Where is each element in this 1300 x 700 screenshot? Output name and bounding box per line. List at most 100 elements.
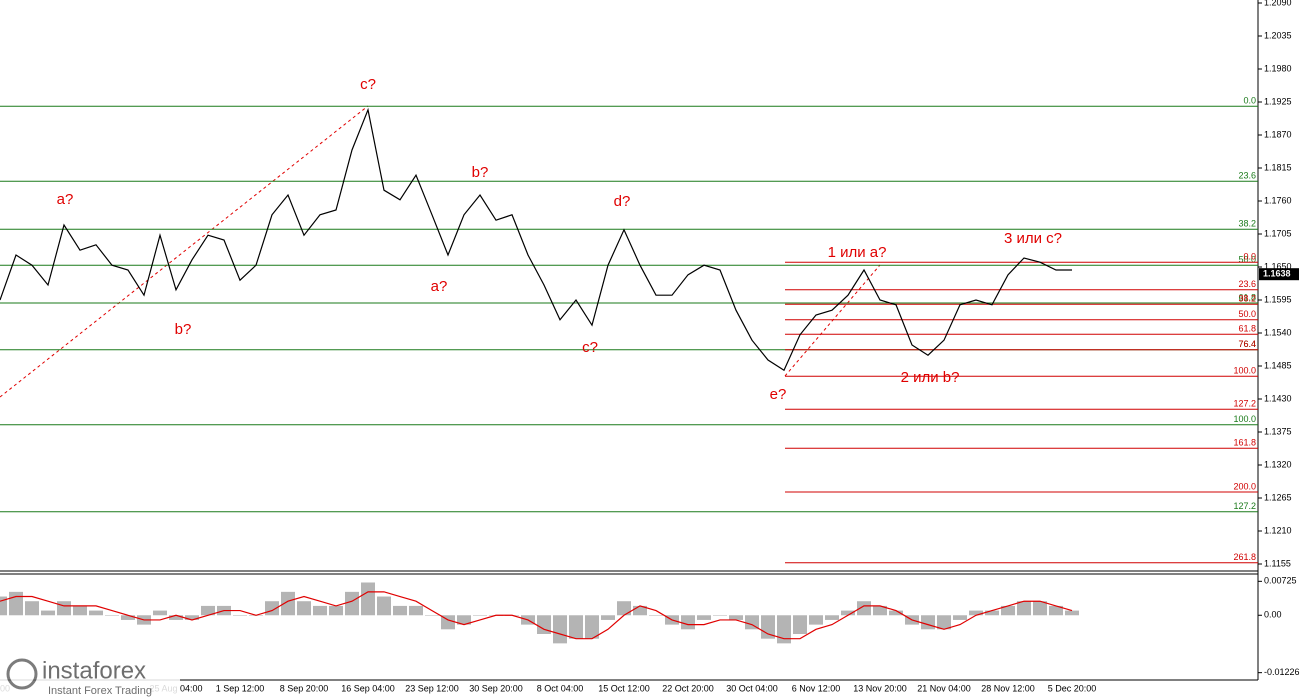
x-tick-label: 30 Oct 04:00 <box>726 683 778 693</box>
macd-bar <box>889 610 903 616</box>
macd-bar <box>201 605 215 616</box>
wave-label: d? <box>614 193 631 210</box>
y-tick-label: 1.1705 <box>1264 228 1292 238</box>
logo <box>6 658 38 690</box>
y-tick-label: 1.1430 <box>1264 393 1292 403</box>
x-tick-label: 30 Sep 20:00 <box>469 683 523 693</box>
y-tick-label: 1.1925 <box>1264 96 1292 106</box>
brand: instaforex <box>42 657 146 684</box>
y-tick-label: 1.1650 <box>1264 261 1292 271</box>
wave-label: c? <box>582 339 598 356</box>
macd-bar <box>809 615 823 625</box>
macd-bar <box>169 615 183 620</box>
macd-bar <box>105 615 119 616</box>
y-tick-label: 1.1265 <box>1264 492 1292 502</box>
fib-label: 161.8 <box>1233 438 1256 448</box>
macd-y-tick-label: 0.00 <box>1264 610 1282 620</box>
macd-bar <box>793 615 807 634</box>
macd-bar <box>1065 610 1079 616</box>
macd-bar <box>777 615 791 644</box>
macd-bar <box>281 591 295 616</box>
fib-label: 261.8 <box>1233 552 1256 562</box>
current-price-label: 1.1638 <box>1263 269 1291 279</box>
macd-bar <box>297 601 311 616</box>
macd-bar <box>937 615 951 630</box>
x-tick-label: 5 Dec 20:00 <box>1048 683 1097 693</box>
macd-bar <box>73 605 87 616</box>
fib-label: 23.6 <box>1238 171 1256 181</box>
macd-bar <box>857 601 871 616</box>
macd-bar <box>361 582 375 616</box>
x-tick-label: 15 Oct 12:00 <box>598 683 650 693</box>
macd-bar <box>473 615 487 616</box>
fib-label: 200.0 <box>1233 481 1256 491</box>
macd-bar <box>953 615 967 620</box>
macd-bar <box>601 615 615 620</box>
fib-label: 76.4 <box>1238 339 1256 349</box>
macd-bar <box>713 615 727 616</box>
macd-y-tick-label: -0.01226 <box>1264 667 1300 677</box>
macd-bar <box>345 591 359 616</box>
wave-label: b? <box>472 164 489 181</box>
macd-bar <box>841 610 855 616</box>
macd-y-tick-label: 0.00725 <box>1264 576 1297 586</box>
macd-bar <box>681 615 695 630</box>
y-tick-label: 1.1540 <box>1264 327 1292 337</box>
fib-label: 100.0 <box>1233 414 1256 424</box>
fib-label: 50.0 <box>1238 255 1256 265</box>
fib-label: 38.2 <box>1238 219 1256 229</box>
fib-label: 127.2 <box>1233 399 1256 409</box>
y-tick-label: 1.1815 <box>1264 162 1292 172</box>
macd-bar <box>409 605 423 616</box>
y-tick-label: 1.1155 <box>1264 558 1291 568</box>
y-tick-label: 1.1375 <box>1264 426 1292 436</box>
macd-bar <box>729 615 743 620</box>
x-tick-label: 8 Oct 04:00 <box>537 683 584 693</box>
wave-label: a? <box>57 191 74 208</box>
macd-bar <box>233 615 247 616</box>
macd-bar <box>1033 601 1047 616</box>
price-line <box>0 107 1072 372</box>
macd-bar <box>41 610 55 616</box>
y-tick-label: 1.1210 <box>1264 525 1292 535</box>
y-tick-label: 1.1485 <box>1264 360 1292 370</box>
macd-bar <box>921 615 935 630</box>
trend-line <box>0 105 369 398</box>
tagline: Instant Forex Trading <box>48 685 152 697</box>
macd-bar <box>617 601 631 616</box>
fib-label: 0.0 <box>1243 252 1256 262</box>
fib-label: 0.0 <box>1243 96 1256 106</box>
fib-label: 127.2 <box>1233 501 1256 511</box>
x-tick-label: 6 Nov 12:00 <box>792 683 841 693</box>
x-tick-label: 16 Sep 04:00 <box>341 683 395 693</box>
current-price-box <box>1259 268 1299 281</box>
macd-bar <box>745 615 759 630</box>
fib-label: 61.8 <box>1238 324 1256 334</box>
trend-line <box>784 264 881 377</box>
y-tick-label: 1.1980 <box>1264 63 1292 73</box>
fib-label: 23.6 <box>1238 279 1256 289</box>
macd-bar <box>0 596 7 616</box>
macd-bar <box>153 610 167 616</box>
x-tick-label: 1 Sep 12:00 <box>216 683 265 693</box>
wave-label: 2 или b? <box>901 369 960 386</box>
wave-label: e? <box>770 386 787 403</box>
wave-label: 1 или a? <box>828 244 887 261</box>
macd-bar <box>1001 605 1015 616</box>
macd-bar <box>697 615 711 620</box>
macd-bar <box>425 615 439 616</box>
y-tick-label: 1.1595 <box>1264 294 1292 304</box>
wave-label: b? <box>175 321 192 338</box>
macd-bar <box>185 615 199 620</box>
macd-bar <box>329 605 343 616</box>
macd-bar <box>585 615 599 639</box>
macd-bar <box>537 615 551 634</box>
wave-label: a? <box>431 278 448 295</box>
macd-bar <box>121 615 135 620</box>
macd-bar <box>89 610 103 616</box>
fib-label: 100.0 <box>1233 366 1256 376</box>
macd-bar <box>441 615 455 630</box>
macd-bar <box>553 615 567 644</box>
x-tick-label: 8 Sep 20:00 <box>280 683 329 693</box>
